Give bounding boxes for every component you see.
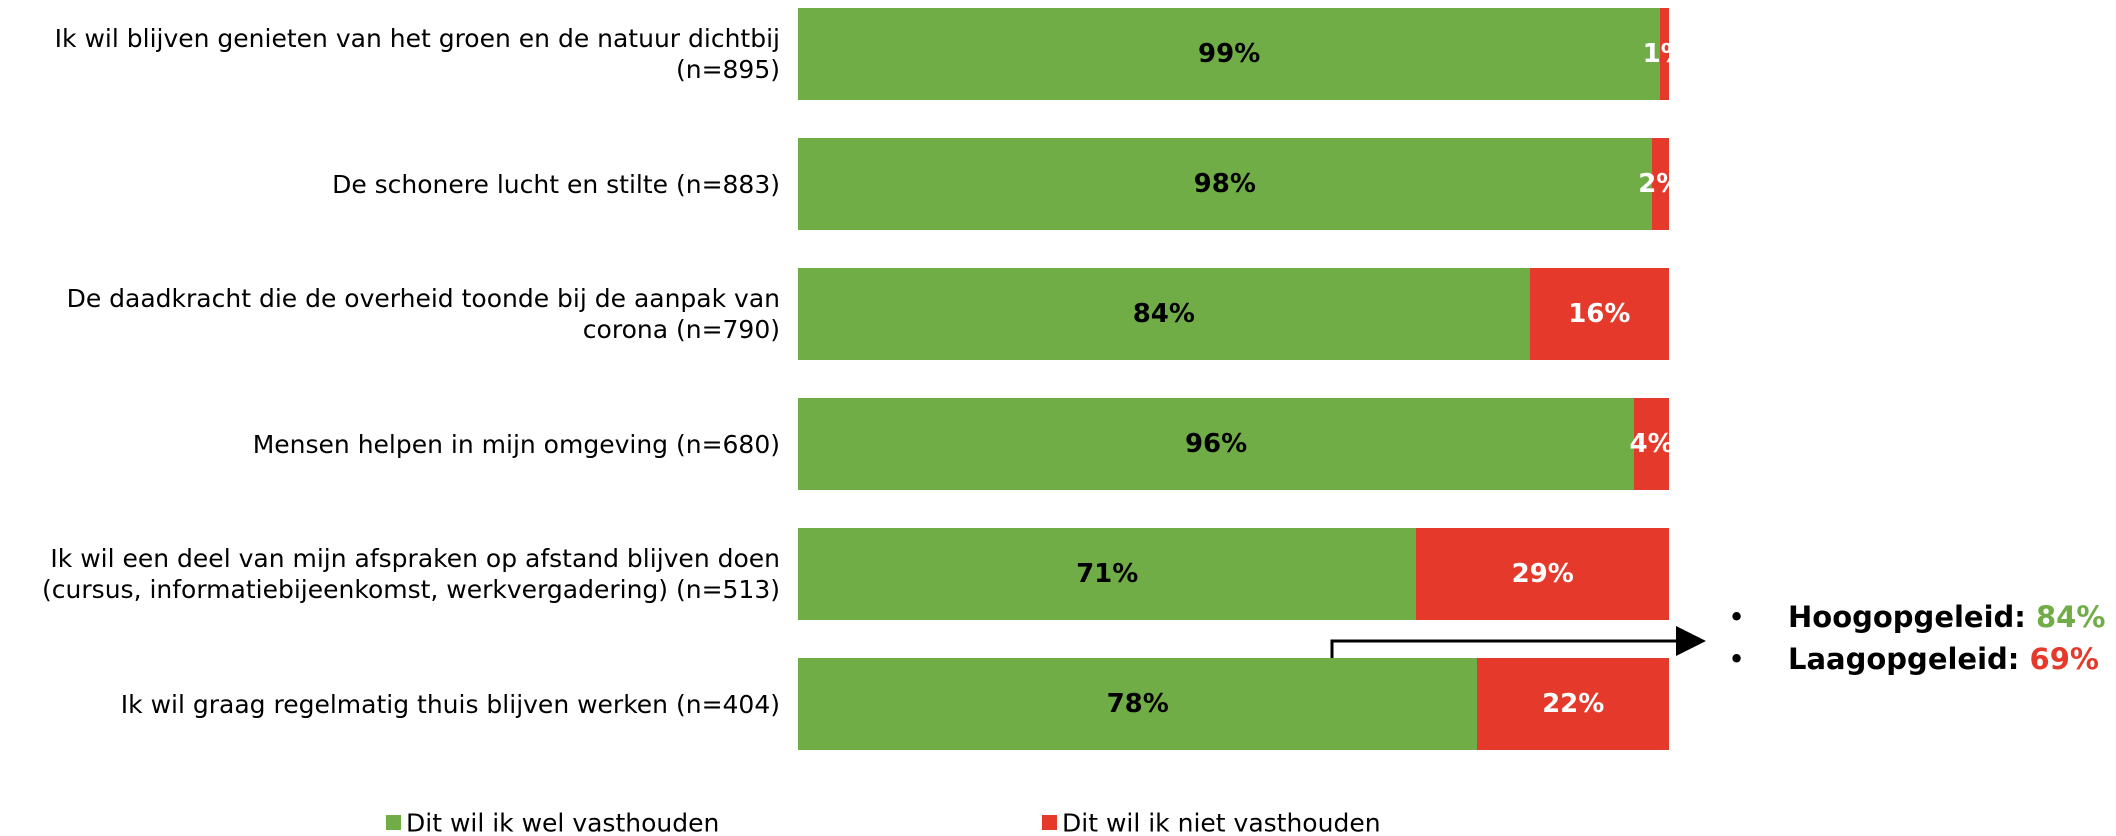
category-label: De daadkracht die de overheid toonde bij… <box>66 284 780 344</box>
bar-segment <box>1416 528 1669 620</box>
value-label: 2% <box>1638 169 1683 199</box>
bar-segment <box>1651 138 1669 230</box>
annotation-value: 69% <box>2029 642 2099 676</box>
bar-segment <box>1529 268 1669 360</box>
legend-label: Dit wil ik wel vasthouden <box>406 808 720 836</box>
value-label: 4% <box>1629 429 1674 459</box>
bar-segment <box>798 8 1661 100</box>
value-label: 1% <box>1642 39 1687 69</box>
annotation-text: Hoogopgeleid: <box>1788 600 2026 634</box>
value-label: 29% <box>1511 559 1574 589</box>
bar-segment <box>1660 8 1669 100</box>
value-label: 71% <box>1076 559 1139 589</box>
bar-segment <box>798 268 1530 360</box>
bullet: • <box>1728 642 1746 676</box>
category-label: Ik wil blijven genieten van het groen en… <box>54 24 780 84</box>
bar-segment <box>798 398 1635 490</box>
annotation-text: Laagopgeleid: <box>1788 642 2020 676</box>
legend-swatch <box>386 815 401 830</box>
legend-swatch <box>1042 815 1057 830</box>
value-label: 16% <box>1568 299 1631 329</box>
annotation-value: 84% <box>2036 600 2106 634</box>
category-label: De schonere lucht en stilte (n=883) <box>332 169 780 199</box>
legend-label: Dit wil ik niet vasthouden <box>1062 808 1381 836</box>
annotation: • Laagopgeleid: 69% <box>1728 642 2099 676</box>
value-label: 84% <box>1132 299 1195 329</box>
value-label: 99% <box>1198 39 1261 69</box>
bullet: • <box>1728 600 1746 634</box>
bar-segment <box>1477 658 1669 750</box>
category-label: Ik wil een deel van mijn afspraken op af… <box>42 544 780 604</box>
value-label: 98% <box>1193 169 1256 199</box>
category-label: Mensen helpen in mijn omgeving (n=680) <box>252 429 780 459</box>
bar-segment <box>798 658 1478 750</box>
bar-segment <box>798 138 1652 230</box>
bar-segment <box>798 528 1417 620</box>
category-label: Ik wil graag regelmatig thuis blijven we… <box>120 689 780 719</box>
value-label: 78% <box>1106 689 1169 719</box>
value-label: 22% <box>1542 689 1605 719</box>
value-label: 96% <box>1184 429 1248 459</box>
bar-segment <box>1634 398 1669 490</box>
annotation: • Hoogopgeleid: 84% <box>1728 600 2105 634</box>
